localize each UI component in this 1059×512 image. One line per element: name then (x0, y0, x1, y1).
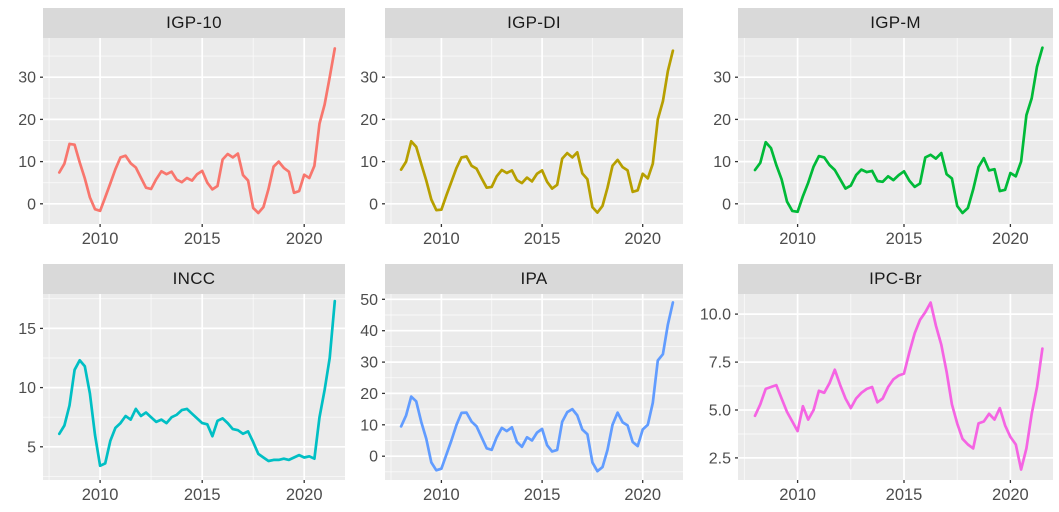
facet-strip: IGP-10 (43, 8, 345, 38)
x-tick-label: 2010 (423, 486, 460, 504)
series-line-igp-10 (57, 47, 337, 215)
x-tick-label: 2010 (82, 486, 119, 504)
facet-strip: IPA (385, 264, 683, 294)
panel-background (738, 38, 1053, 224)
facet-title: IPA (520, 269, 548, 288)
y-tick-label: 30 (713, 70, 731, 87)
facet-strip: IPC-Br (738, 264, 1053, 294)
x-tick-label: 2015 (524, 230, 561, 248)
facet-igp-10: IGP-10 0 10 20 30 2010 2015 2020 (0, 0, 353, 256)
x-tick-label: 2015 (184, 486, 221, 504)
plot-panel-incc: 5 10 15 2010 2015 2020 (18, 294, 345, 504)
facet-title: IGP-DI (507, 13, 561, 32)
x-tick-label: 2015 (886, 486, 923, 504)
y-tick-label: 10 (713, 154, 731, 171)
x-tick-label: 2020 (624, 486, 661, 504)
plot-panel-ipa: 0 10 20 30 40 50 2010 2015 2020 (360, 292, 683, 504)
facet-ipa: IPA 0 10 20 30 40 50 2010 2015 2020 (353, 256, 706, 512)
series-line-ipc-br (753, 301, 1044, 471)
y-tick-label: 10 (360, 154, 378, 171)
y-tick-label: 10 (18, 154, 36, 171)
y-tick-label: 0 (369, 449, 378, 466)
y-tick-label: 20 (713, 112, 731, 129)
facet-title: IGP-10 (166, 13, 222, 32)
y-tick-label: 10 (18, 380, 36, 397)
series-line-igp-m (753, 46, 1044, 215)
plot-panel-igp-m: 0 10 20 30 2010 2015 2020 (713, 38, 1053, 248)
facet-strip: INCC (43, 264, 345, 294)
x-tick-label: 2020 (286, 230, 323, 248)
y-tick-label: 30 (360, 355, 378, 372)
facet-ipc-br: IPC-Br 2.5 5.0 7.5 10.0 2010 2015 2020 (700, 256, 1059, 512)
x-tick-label: 2010 (423, 230, 460, 248)
x-tick-label: 2015 (524, 486, 561, 504)
plot-panel-igp-10: 0 10 20 30 2010 2015 2020 (18, 38, 345, 248)
x-tick-label: 2020 (992, 230, 1029, 248)
series-line-igp-di (399, 49, 675, 214)
y-tick-label: 10 (360, 417, 378, 434)
y-tick-label: 20 (360, 112, 378, 129)
facet-igp-di: IGP-DI 0 10 20 30 2010 2015 2020 (353, 0, 706, 256)
facet-strip: IGP-M (738, 8, 1053, 38)
facet-title: INCC (172, 269, 216, 288)
y-tick-label: 2.5 (709, 450, 731, 467)
facet-igp-m: IGP-M 0 10 20 30 2010 2015 2020 (706, 0, 1059, 256)
y-tick-label: 40 (360, 323, 378, 340)
facet-title: IGP-M (870, 13, 921, 32)
x-tick-label: 2020 (992, 486, 1029, 504)
y-tick-label: 0 (369, 196, 378, 213)
series-line-incc (57, 299, 337, 468)
y-tick-label: 0 (722, 196, 731, 213)
facet-incc: INCC 5 10 15 2010 2015 2020 (0, 256, 353, 512)
facet-strip: IGP-DI (385, 8, 683, 38)
y-tick-label: 5.0 (709, 403, 731, 420)
x-tick-label: 2020 (624, 230, 661, 248)
y-tick-label: 20 (360, 386, 378, 403)
panel-background (385, 294, 683, 480)
x-tick-label: 2010 (779, 486, 816, 504)
y-tick-label: 5 (27, 439, 36, 456)
y-tick-label: 10.0 (700, 307, 731, 324)
x-tick-label: 2010 (82, 230, 119, 248)
panel-background (738, 294, 1053, 480)
x-tick-label: 2010 (779, 230, 816, 248)
y-tick-label: 30 (18, 70, 36, 87)
plot-panel-igp-di: 0 10 20 30 2010 2015 2020 (360, 38, 683, 248)
y-tick-label: 50 (360, 292, 378, 309)
x-tick-label: 2020 (286, 486, 323, 504)
x-tick-label: 2015 (886, 230, 923, 248)
series-line-ipa (399, 301, 675, 473)
y-tick-label: 0 (27, 196, 36, 213)
y-tick-label: 15 (18, 321, 36, 338)
y-tick-label: 30 (360, 70, 378, 87)
y-tick-label: 20 (18, 112, 36, 129)
x-tick-label: 2015 (184, 230, 221, 248)
plot-panel-ipc-br: 2.5 5.0 7.5 10.0 2010 2015 2020 (700, 294, 1053, 504)
facet-title: IPC-Br (869, 269, 922, 288)
y-tick-label: 7.5 (709, 355, 731, 372)
